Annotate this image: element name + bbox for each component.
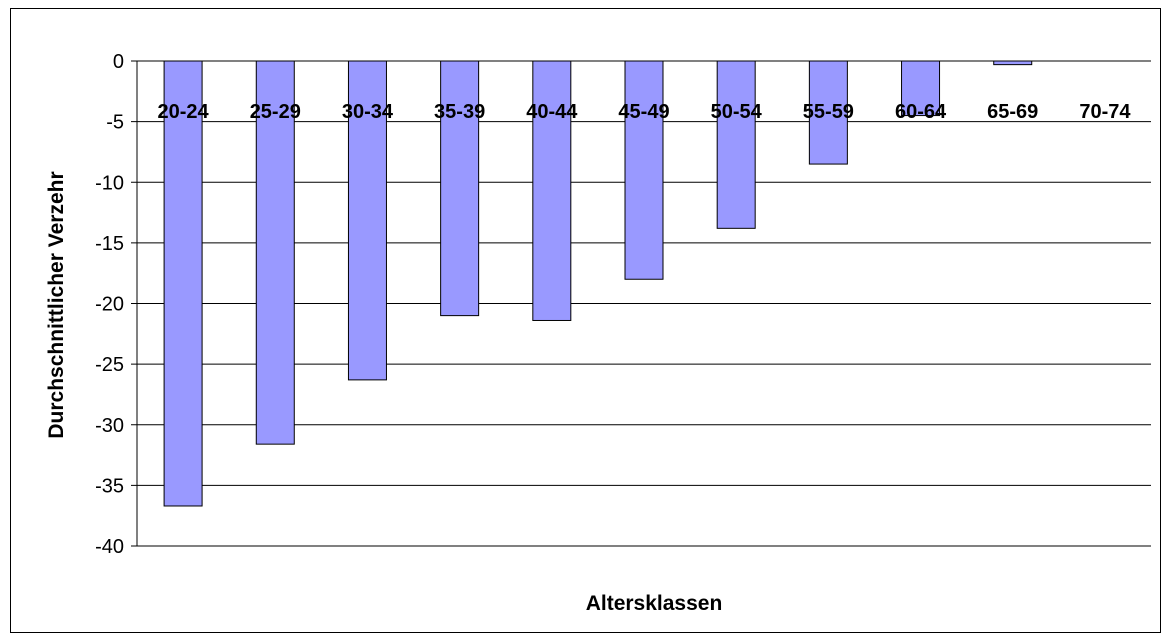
y-tick-label: 0 bbox=[113, 51, 124, 73]
y-tick-label: -5 bbox=[106, 112, 124, 134]
category-label: 35-39 bbox=[434, 101, 485, 123]
category-labels: 20-24 25-29 30-34 35-39 40-44 45-49 50-54 55-59… bbox=[158, 101, 1132, 123]
category-label: 20-24 bbox=[158, 101, 210, 123]
category-label: 30-34 bbox=[342, 101, 394, 123]
y-tick-label: -35 bbox=[95, 475, 124, 497]
category-label: 40-44 bbox=[526, 101, 578, 123]
y-tick-label: -30 bbox=[95, 415, 124, 437]
bar-35-39 bbox=[440, 60, 480, 317]
bar-55-59 bbox=[808, 60, 848, 165]
y-tick-label: -40 bbox=[95, 536, 124, 558]
y-axis-title: Durchschnittlicher Verzehr bbox=[45, 171, 68, 438]
y-tick-label: -25 bbox=[95, 354, 124, 376]
bar-60-64 bbox=[901, 60, 941, 117]
category-label: 45-49 bbox=[618, 101, 669, 123]
bar-20-24 bbox=[163, 60, 203, 507]
y-tick-label: -20 bbox=[95, 294, 124, 316]
y-tick-label: -10 bbox=[95, 172, 124, 194]
gridlines bbox=[131, 60, 1151, 547]
category-label: 60-64 bbox=[895, 101, 947, 123]
category-label: 65-69 bbox=[987, 101, 1038, 123]
category-label: 55-59 bbox=[803, 101, 854, 123]
bar-25-29 bbox=[255, 60, 295, 445]
bar-65-69 bbox=[993, 60, 1033, 66]
category-label: 25-29 bbox=[250, 101, 301, 123]
category-label: 50-54 bbox=[711, 101, 763, 123]
y-tick-label: -15 bbox=[95, 233, 124, 255]
y-tick-labels: 0 -5 -10 -15 -20 -25 -30 -35 -40 bbox=[95, 51, 124, 558]
bar-30-34 bbox=[347, 60, 387, 381]
bar-40-44 bbox=[532, 60, 572, 321]
category-label: 70-74 bbox=[1079, 101, 1131, 123]
x-axis-title: Altersklassen bbox=[586, 592, 723, 615]
bar-50-54 bbox=[716, 60, 756, 229]
bar-45-49 bbox=[624, 60, 664, 280]
bars bbox=[163, 60, 1033, 507]
